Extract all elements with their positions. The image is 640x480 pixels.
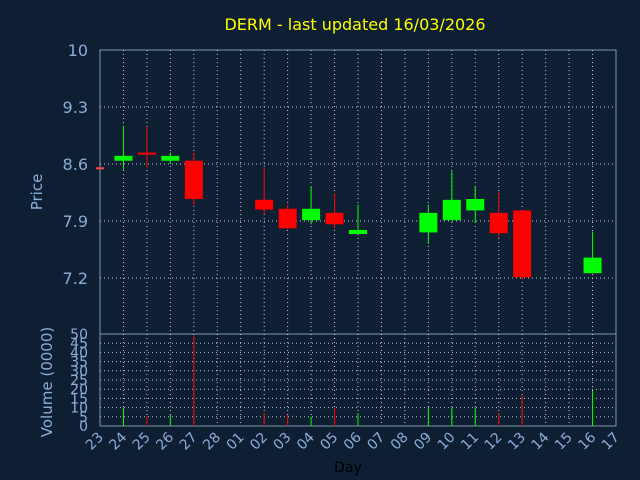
volume-tick-label: 30 xyxy=(70,364,88,380)
volume-tick-label: 25 xyxy=(70,373,88,389)
candle-body xyxy=(325,212,344,225)
candle-body xyxy=(255,199,274,210)
volume-tick-label: 15 xyxy=(70,391,88,407)
price-tick-label: 7.2 xyxy=(63,269,88,288)
candle-body xyxy=(114,155,133,161)
price-tick-label: 10 xyxy=(68,41,88,60)
volume-tick-label: 5 xyxy=(79,410,88,426)
volume-tick-label: 10 xyxy=(70,401,88,417)
x-axis-label: Day xyxy=(334,460,362,476)
chart-title: DERM - last updated 16/03/2026 xyxy=(224,15,485,34)
volume-tick-label: 45 xyxy=(70,336,88,352)
candle-body xyxy=(96,167,104,170)
candle-body xyxy=(419,212,438,233)
price-axis-label: Price xyxy=(28,174,46,211)
candle-body xyxy=(184,160,203,200)
candle-body xyxy=(161,155,180,161)
x-axis: 23 24 25 26 27 28 01 02 03 04 05 06 07 08 09 10 11 12 13 14… xyxy=(83,429,623,453)
candle-body xyxy=(466,199,485,211)
candle-body xyxy=(302,208,321,221)
candle-body xyxy=(583,257,602,274)
candle-body xyxy=(489,212,508,234)
volume-tick-label: 50 xyxy=(70,327,88,343)
price-tick-label: 7.9 xyxy=(63,212,88,231)
volume-tick-label: 0 xyxy=(79,419,88,435)
price-tick-label: 8.6 xyxy=(63,155,88,174)
volume-tick-label: 35 xyxy=(70,355,88,371)
candle-body xyxy=(137,152,156,155)
candle-body xyxy=(349,229,367,235)
volume-tick-label: 40 xyxy=(70,345,88,361)
price-tick-label: 9.3 xyxy=(63,98,88,117)
volume-axis-label: Volume (0000) xyxy=(38,327,56,437)
volume-tick-label: 20 xyxy=(70,382,88,398)
candle-body xyxy=(278,208,297,229)
price-panel: 10 9.3 8.6 7.9 7.2 xyxy=(63,41,617,335)
candle-body xyxy=(442,199,461,221)
candle-body xyxy=(513,210,532,278)
